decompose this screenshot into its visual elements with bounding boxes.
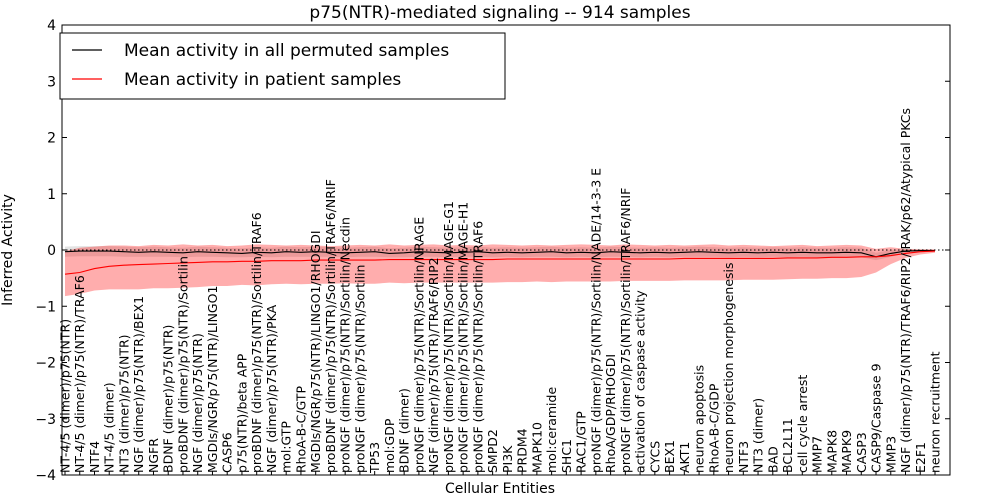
y-tick-label: 3 bbox=[47, 74, 56, 90]
x-tick-label: SMPD2 bbox=[485, 429, 500, 473]
x-tick-label: proNGF (dimer)/p75(NTR)/Sortilin/TRAF6/N… bbox=[618, 188, 633, 473]
x-tick-label: BAD bbox=[765, 446, 780, 473]
x-tick-label: NTF3 bbox=[736, 441, 751, 473]
y-tick-label: 2 bbox=[47, 131, 56, 147]
x-tick-label: NGF (dimer)/p75(NTR) bbox=[190, 333, 205, 473]
x-tick-label: NGF (dimer)/p75(NTR)/TRAF6/RIP2 bbox=[426, 257, 441, 473]
x-tick-label: proNGF (dimer)/p75(NTR)/Sortilin bbox=[352, 265, 367, 473]
x-tick-label: NGF (dimer)/p75(NTR)/TRAF6/RIP2/IRAK/p62… bbox=[898, 108, 913, 473]
x-tick-label: proNGF (dimer)/p75(NTR)/Sortilin/NRAGE bbox=[411, 217, 426, 473]
x-tick-label: CASP3 bbox=[854, 432, 869, 473]
x-tick-label: RhoA/GDP/RHOGDI bbox=[603, 354, 618, 473]
x-axis: NT-4/5 (dimer)/p75(NTR) NT-4/5 (dimer)/p7… bbox=[58, 108, 943, 475]
x-tick-label: BDNF (dimer)/p75(NTR) bbox=[161, 325, 176, 473]
x-tick-label: proBDNF (dimer)/p75(NTR)/Sortilin/TRAF6/… bbox=[323, 179, 338, 473]
x-tick-label: proNGF (dimer)/p75(NTR)/Sortilin/TRAF6 bbox=[470, 221, 485, 473]
x-tick-label: p75(NTR)/beta APP bbox=[234, 353, 249, 473]
x-tick-label: proNGF (dimer)/p75(NTR)/Sortilin/MAGE-H1 bbox=[456, 202, 471, 473]
x-tick-label: NT3 (dimer)/p75(NTR) bbox=[117, 334, 132, 473]
x-tick-label: proNGF (dimer)/p75(NTR)/Sortilin/NADE/14… bbox=[588, 168, 603, 473]
y-tick-label: −2 bbox=[35, 356, 56, 372]
x-tick-label: mol:ceramide bbox=[544, 387, 559, 473]
patient-samples-band bbox=[65, 244, 935, 297]
y-tick-label: 1 bbox=[47, 187, 56, 203]
legend-label: Mean activity in patient samples bbox=[124, 70, 401, 90]
x-tick-label: proNGF (dimer)/p75(NTR)/Sortilin/MAGE-G1 bbox=[441, 201, 456, 473]
y-axis-label: Inferred Activity bbox=[0, 194, 16, 306]
x-tick-label: MAPK9 bbox=[839, 430, 854, 473]
x-tick-label: BDNF (dimer) bbox=[397, 388, 412, 473]
x-tick-label: MGDIs/NGR/p75(NTR)/LINGO1/RHOGDI bbox=[308, 230, 323, 473]
chart-title: p75(NTR)-mediated signaling -- 914 sampl… bbox=[309, 3, 690, 23]
y-tick-label: 0 bbox=[47, 243, 56, 259]
x-tick-label: AKT1 bbox=[677, 442, 692, 473]
permuted-mean-line bbox=[64, 250, 935, 258]
y-tick-label: −4 bbox=[35, 468, 56, 484]
x-tick-label: NGFR bbox=[146, 438, 161, 473]
x-tick-label: CYCS bbox=[647, 441, 662, 473]
x-tick-label: CASP9/Caspase 9 bbox=[869, 363, 884, 473]
y-tick-label: −1 bbox=[35, 299, 56, 315]
y-tick-label: −3 bbox=[35, 412, 56, 428]
x-tick-label: NT-4/5 (dimer)/p75(NTR)/TRAF6 bbox=[72, 275, 87, 473]
x-tick-label: NGF (dimer)/p75(NTR)/BEX1 bbox=[131, 296, 146, 473]
x-tick-label: NTF4 bbox=[87, 441, 102, 473]
x-tick-label: SHC1 bbox=[559, 439, 574, 473]
x-tick-label: mol:GDP bbox=[382, 418, 397, 473]
x-axis-label: Cellular Entities bbox=[445, 481, 555, 497]
legend-label: Mean activity in all permuted samples bbox=[124, 41, 449, 61]
x-tick-label: BEX1 bbox=[662, 440, 677, 473]
x-tick-label: MMP7 bbox=[810, 436, 825, 473]
x-tick-label: mol:GTP bbox=[279, 421, 294, 473]
x-tick-label: neuron projection morphogenesis bbox=[721, 262, 736, 473]
x-tick-label: NGF (dimer)/p75(NTR)/PKA bbox=[264, 304, 279, 473]
x-tick-label: RhoA-B-C/GTP bbox=[293, 386, 308, 473]
legend-box bbox=[59, 32, 506, 100]
plot-area bbox=[61, 24, 951, 476]
x-tick-label: proBDNF (dimer)/p75(NTR)/Sortilin bbox=[176, 256, 191, 473]
x-tick-label: E2F1 bbox=[913, 442, 928, 473]
x-tick-label: PRDM4 bbox=[515, 428, 530, 473]
x-tick-label: proNGF (dimer)/p75(NTR)/Sortilin/Necdin bbox=[338, 217, 353, 473]
y-tick-label: 4 bbox=[47, 18, 56, 34]
y-axis: 4 3 2 1 0 −1 −2 −3 −4 bbox=[35, 18, 950, 484]
x-tick-label: NT-4/5 (dimer)/p75(NTR) bbox=[58, 319, 73, 473]
x-tick-label: CASP6 bbox=[220, 432, 235, 473]
x-tick-label: RAC1/GTP bbox=[574, 411, 589, 473]
x-tick-label: PI3K bbox=[500, 445, 515, 473]
x-tick-label: neuron recruitment bbox=[928, 351, 943, 473]
x-tick-label: NT3 (dimer) bbox=[751, 398, 766, 473]
x-tick-label: BCL2L11 bbox=[780, 418, 795, 473]
patient-mean-line bbox=[64, 250, 936, 275]
x-tick-label: MAPK8 bbox=[824, 430, 839, 473]
x-tick-label: neuron apoptosis bbox=[692, 365, 707, 473]
x-tick-label: RhoA-B-C/GDP bbox=[706, 383, 721, 473]
x-tick-label: cell cycle arrest bbox=[795, 375, 810, 473]
plot-series-group bbox=[62, 244, 950, 297]
x-tick-label: NT-4/5 (dimer) bbox=[102, 382, 117, 473]
x-tick-label: MGDIs/NGR/p75(NTR)/LINGO1 bbox=[205, 286, 220, 473]
x-tick-label: proBDNF (dimer)/p75(NTR)/Sortilin/TRAF6 bbox=[249, 212, 264, 473]
x-tick-label: activation of caspase activity bbox=[633, 290, 648, 473]
x-tick-label: MAPK10 bbox=[529, 422, 544, 473]
x-tick-label: TP53 bbox=[367, 442, 382, 474]
x-tick-label: MMP3 bbox=[883, 436, 898, 473]
legend: Mean activity in all permuted samples Mea… bbox=[59, 32, 506, 100]
